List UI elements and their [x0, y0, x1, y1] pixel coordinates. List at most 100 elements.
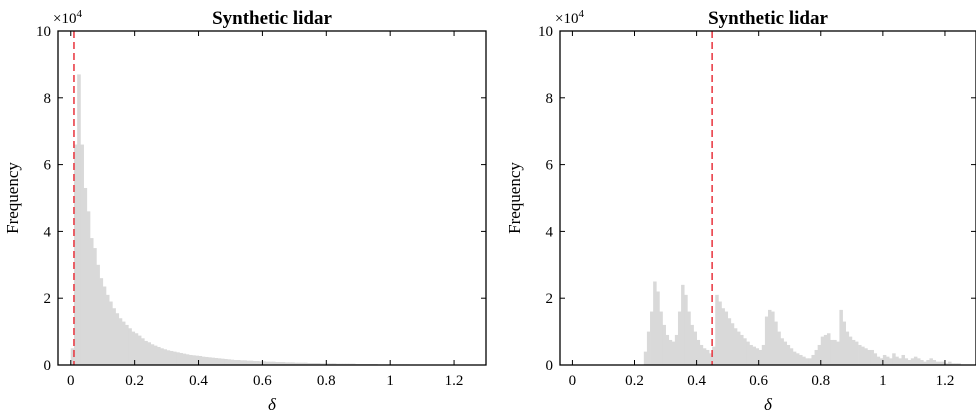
x-axis-label: δ: [764, 395, 773, 414]
histogram-bar: [764, 316, 769, 365]
histogram-bar: [913, 356, 918, 365]
x-axis-label: δ: [268, 395, 277, 414]
histogram-bar: [185, 354, 190, 365]
x-tick-label: 1.2: [445, 373, 464, 389]
histogram-bar: [169, 350, 174, 365]
y-tick-label: 8: [546, 91, 554, 107]
histogram-bar: [329, 363, 334, 365]
histogram-bar: [83, 187, 88, 365]
histogram-bar: [873, 353, 878, 365]
chart-title: Synthetic lidar: [212, 8, 332, 29]
histogram-bar: [690, 324, 694, 365]
histogram-bar: [287, 362, 292, 365]
histogram-bar: [105, 294, 110, 365]
histogram-bar: [224, 358, 228, 365]
histogram-bar: [702, 348, 707, 365]
histogram-bar: [109, 301, 113, 365]
histogram-bar: [954, 363, 958, 365]
histogram-bar: [820, 336, 825, 365]
histogram-bar: [332, 363, 337, 365]
histogram-bar: [351, 363, 356, 365]
x-tick-label: 0.8: [317, 373, 336, 389]
histogram-bar: [310, 363, 314, 365]
histogram-bar: [792, 351, 797, 365]
histogram-bar: [848, 336, 853, 365]
histogram-bar: [910, 358, 915, 365]
histogram-bar: [335, 363, 340, 365]
histogram-bar: [904, 358, 909, 365]
histogram-bar: [826, 333, 831, 365]
y-tick-label: 2: [546, 291, 554, 307]
histogram-bar: [935, 361, 940, 365]
histogram-bar: [137, 335, 142, 365]
histogram-bar: [693, 331, 697, 365]
histogram-bar: [77, 74, 81, 366]
y-axis-exponent-power: 4: [578, 8, 584, 20]
histogram-bar: [313, 363, 318, 365]
histogram-bar: [895, 356, 899, 365]
histogram-bar: [687, 311, 691, 365]
histogram-bar: [674, 334, 679, 365]
plot-frame: [57, 30, 487, 366]
histogram-bar: [833, 339, 837, 365]
histogram-bar: [802, 356, 806, 365]
histogram-bar: [870, 349, 874, 365]
histogram-bar: [211, 357, 215, 365]
histogram-bar: [281, 361, 286, 365]
histogram-bar: [160, 348, 164, 365]
histogram-bar: [696, 339, 701, 365]
histogram-bar: [323, 363, 327, 365]
histogram-bar: [823, 334, 828, 365]
histogram-bar: [233, 359, 238, 365]
histogram-bar: [144, 340, 148, 365]
histogram-bar: [901, 354, 905, 365]
histogram-bar: [889, 358, 893, 365]
histogram-bar: [786, 344, 791, 365]
histogram-bar: [761, 344, 766, 365]
y-tick-label: 0: [44, 358, 52, 374]
histogram-bar: [923, 361, 927, 365]
x-tick-label: 0.2: [625, 373, 644, 389]
x-tick-label: 0.6: [749, 373, 768, 389]
histogram-bars: [643, 281, 961, 365]
x-tick-label: 0.8: [811, 373, 830, 389]
histogram-bar: [157, 346, 161, 365]
histogram-bar: [220, 358, 225, 365]
histogram-bar: [699, 344, 704, 365]
histogram-bar: [864, 348, 868, 365]
histogram-bar: [246, 360, 251, 365]
histogram-bar: [752, 346, 756, 365]
histogram-bar: [721, 308, 725, 365]
histogram-bar: [842, 321, 847, 365]
histogram-bar: [89, 238, 94, 365]
histogram-bar: [740, 334, 744, 365]
histogram-bar: [774, 321, 778, 365]
histogram-bar: [727, 318, 732, 365]
histogram-bar: [948, 361, 952, 365]
histogram-bar: [771, 311, 775, 365]
histogram-bar: [789, 348, 794, 365]
histogram-bar: [176, 352, 180, 365]
histogram-bar: [256, 360, 260, 365]
histogram-bar: [836, 341, 840, 365]
histogram-bar: [326, 363, 330, 365]
y-tick-label: 4: [546, 224, 554, 240]
histogram-bar: [839, 309, 843, 365]
histogram-bar: [882, 354, 887, 365]
histogram-bar: [677, 311, 682, 365]
y-tick-label: 0: [546, 358, 554, 374]
histogram-bar: [659, 311, 663, 365]
histogram-bar: [684, 294, 688, 365]
histogram-bar: [876, 356, 881, 365]
y-tick-label: 2: [44, 291, 52, 307]
histogram-bar: [345, 363, 350, 365]
chart-title: Synthetic lidar: [708, 8, 828, 29]
histogram-bar: [153, 345, 158, 365]
histogram-bar: [80, 144, 84, 365]
histogram-bar: [102, 286, 107, 365]
histogram-bar: [172, 351, 177, 365]
histogram-bar: [86, 211, 91, 365]
histogram-bar: [291, 362, 295, 365]
histogram-bar: [121, 321, 126, 365]
y-axis-label: Frequency: [505, 162, 524, 234]
